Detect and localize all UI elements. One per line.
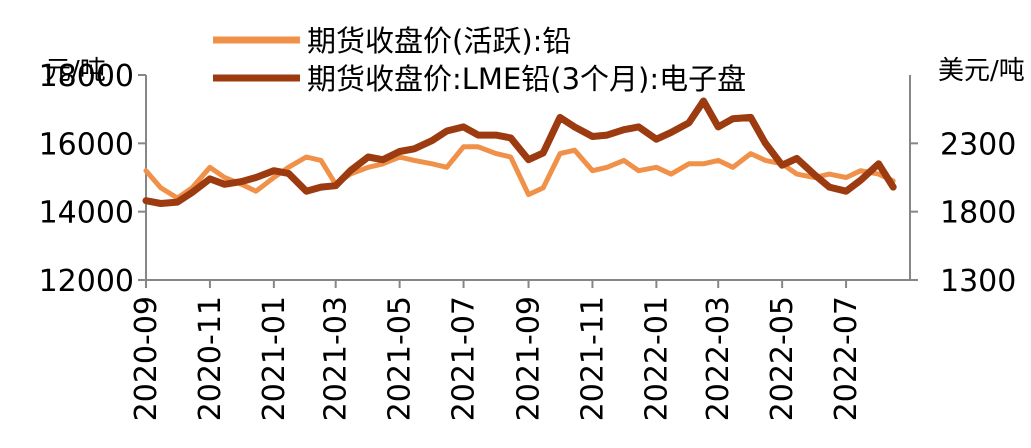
x-tick-labels: 2020-09 2020-11 2021-01 2021-03 2021-05 2021-… [129,280,864,421]
series-line-lead-shfe [143,144,896,201]
x-tick-label: 2021-03 [319,296,354,421]
x-tick-label: 2020-11 [193,296,228,421]
series-line-lead-lme [142,97,897,207]
right-tick-label: 1800 [940,196,1016,231]
x-tick-label: 2022-05 [765,296,800,421]
left-tick-label: 12000 [39,264,134,299]
x-tick-label: 2020-09 [129,296,164,421]
x-tick-label: 2021-11 [575,296,610,421]
right-tick-label: 2300 [940,127,1016,162]
x-tick-label: 2021-01 [257,296,292,421]
right-axis-unit: 美元/吨 [938,56,1025,86]
left-tick-label: 14000 [39,196,134,231]
x-tick-label: 2022-03 [701,296,736,421]
series-layer [142,97,897,207]
legend-label-lead-lme: 期货收盘价:LME铅(3个月):电子盘 [307,62,746,96]
right-tick-labels: 1300 1800 2300 [910,127,1016,299]
left-tick-label: 18000 [39,59,134,94]
legend: 期货收盘价(活跃):铅 期货收盘价:LME铅(3个月):电子盘 [213,24,746,96]
left-tick-labels: 12000 14000 16000 18000 [39,59,146,299]
x-tick-label: 2021-05 [383,296,418,421]
x-tick-label: 2022-01 [639,296,674,421]
x-tick-label: 2021-09 [512,296,547,421]
legend-label-lead-shfe: 期货收盘价(活跃):铅 [307,24,571,58]
left-tick-label: 16000 [39,127,134,162]
x-tick-label: 2022-07 [829,296,864,421]
right-tick-label: 1300 [940,264,1016,299]
left-axis-unit: 元/吨 [45,56,106,86]
x-tick-label: 2021-07 [447,296,482,421]
